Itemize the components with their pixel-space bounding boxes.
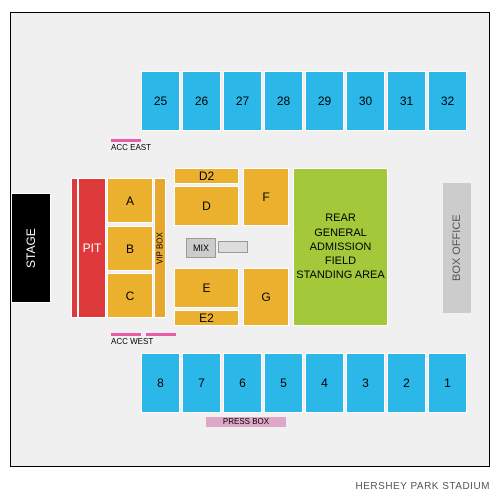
- section-7[interactable]: 7: [182, 353, 221, 413]
- acc-west: [111, 333, 141, 336]
- section-C[interactable]: C: [107, 273, 153, 318]
- rear-ga[interactable]: REARGENERALADMISSIONFIELDSTANDING AREA: [293, 168, 388, 326]
- stage[interactable]: STAGE: [11, 193, 51, 303]
- section-2[interactable]: 2: [387, 353, 426, 413]
- mix-booth: MIX: [186, 238, 216, 258]
- box-office: BOX OFFICE: [443, 183, 471, 313]
- pit[interactable]: PIT: [78, 178, 106, 318]
- section-1[interactable]: 1: [428, 353, 467, 413]
- section-4[interactable]: 4: [305, 353, 344, 413]
- acc-east: [111, 139, 141, 142]
- mix-booth-2: [218, 241, 248, 253]
- section-f[interactable]: F: [243, 168, 289, 226]
- section-25[interactable]: 25: [141, 71, 180, 131]
- section-e[interactable]: E: [174, 268, 239, 308]
- press-box: PRESS BOX: [206, 417, 286, 427]
- section-31[interactable]: 31: [387, 71, 426, 131]
- section-27[interactable]: 27: [223, 71, 262, 131]
- section-29[interactable]: 29: [305, 71, 344, 131]
- acc-east-label: ACC EAST: [111, 143, 151, 152]
- pit-edge[interactable]: [71, 178, 78, 318]
- vip-box[interactable]: VIP BOX: [154, 178, 166, 318]
- section-d[interactable]: D: [174, 186, 239, 226]
- section-28[interactable]: 28: [264, 71, 303, 131]
- venue-title: HERSHEY PARK STADIUM: [356, 481, 490, 492]
- section-3[interactable]: 3: [346, 353, 385, 413]
- section-8[interactable]: 8: [141, 353, 180, 413]
- section-A[interactable]: A: [107, 178, 153, 223]
- section-6[interactable]: 6: [223, 353, 262, 413]
- acc-west-2: [146, 333, 176, 336]
- acc-west-label: ACC WEST: [111, 337, 153, 346]
- seating-chart: 252627282930313287654321STAGEPITVIP BOXA…: [0, 0, 500, 500]
- section-32[interactable]: 32: [428, 71, 467, 131]
- section-30[interactable]: 30: [346, 71, 385, 131]
- section-d2[interactable]: D2: [174, 168, 239, 184]
- section-26[interactable]: 26: [182, 71, 221, 131]
- section-e2[interactable]: E2: [174, 310, 239, 326]
- section-B[interactable]: B: [107, 226, 153, 271]
- chart-frame: 252627282930313287654321STAGEPITVIP BOXA…: [10, 12, 490, 467]
- section-g[interactable]: G: [243, 268, 289, 326]
- section-5[interactable]: 5: [264, 353, 303, 413]
